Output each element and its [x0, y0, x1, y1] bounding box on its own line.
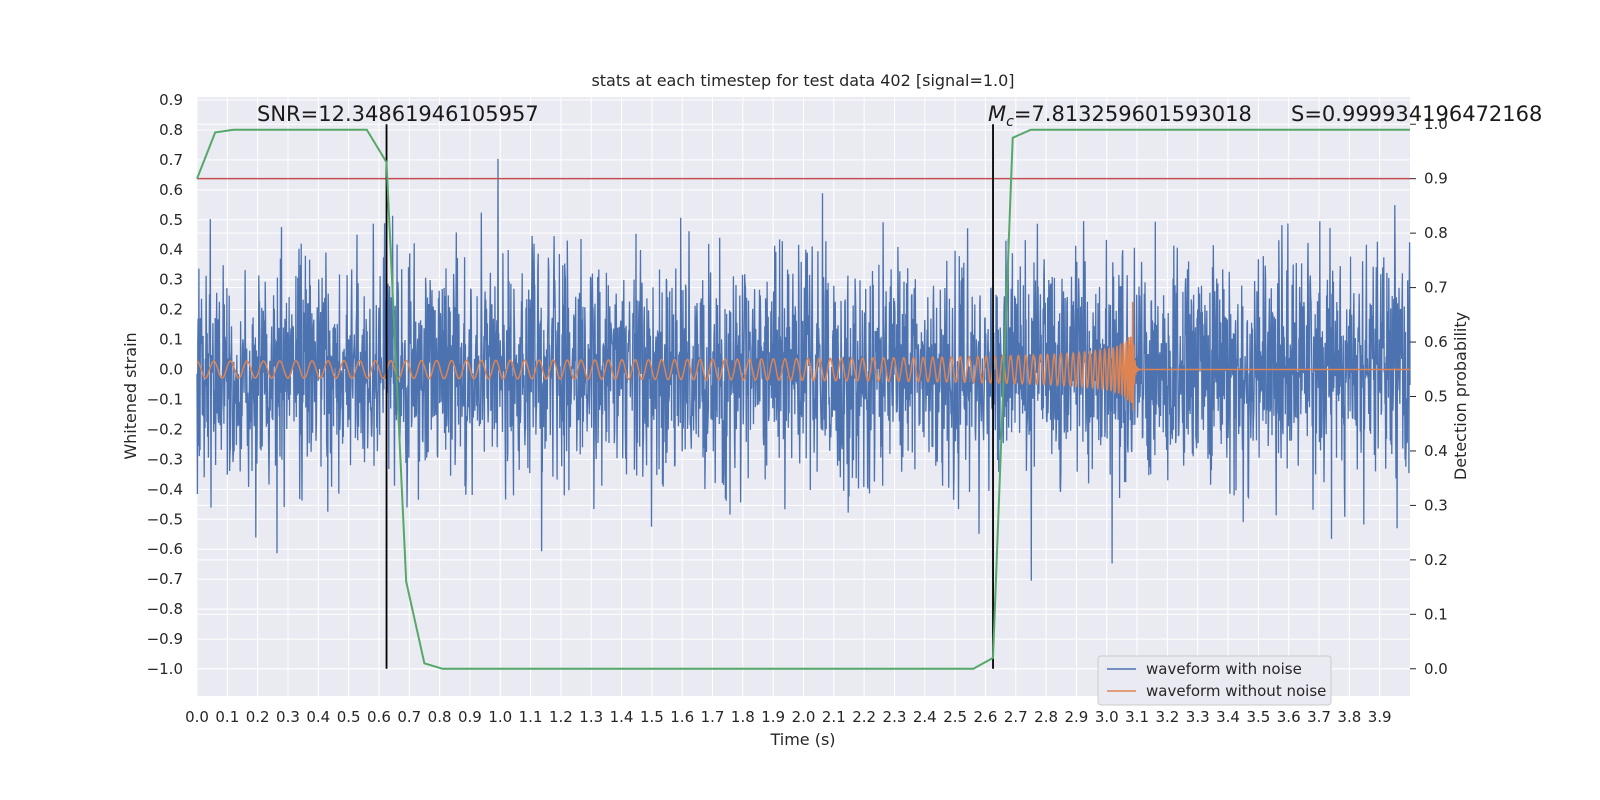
x-tick-label: 1.7 — [701, 708, 725, 726]
x-tick-label: 3.2 — [1155, 708, 1179, 726]
legend: waveform with noise waveform without noi… — [1097, 655, 1332, 706]
legend-box — [1097, 655, 1332, 706]
y-axis-right-label: Detection probability — [1451, 312, 1470, 480]
y-left-tick-label: −0.5 — [147, 510, 183, 528]
x-tick-label: 0.8 — [428, 708, 452, 726]
y-right-tick-label: 0.4 — [1424, 442, 1448, 460]
y-right-tick-label: 1.0 — [1424, 115, 1448, 133]
series-waveform-without-noise — [196, 301, 1410, 411]
chirp-mass-subscript: c — [1006, 114, 1014, 130]
x-tick-label: 3.1 — [1125, 708, 1149, 726]
y-left-tick-label: −0.7 — [147, 570, 183, 588]
y-left-tick-label: 0.4 — [159, 241, 183, 259]
x-tick-label: 0.2 — [246, 708, 270, 726]
x-tick-label: 1.6 — [670, 708, 694, 726]
y-left-tick-label: −0.8 — [147, 600, 183, 618]
x-tick-label: 3.9 — [1368, 708, 1392, 726]
x-tick-label: 1.9 — [761, 708, 785, 726]
y-axis-left-label: Whitened strain — [121, 332, 140, 459]
y-right-tick-label: 0.7 — [1424, 279, 1448, 297]
y-left-tick-label: −0.6 — [147, 540, 183, 558]
noise-waveform-line — [196, 158, 1411, 581]
y-right-tick-label: 0.9 — [1424, 170, 1448, 188]
x-tick-label: 2.2 — [852, 708, 876, 726]
y-right-tick-label: 0.1 — [1424, 605, 1448, 623]
x-tick-label: 3.6 — [1277, 708, 1301, 726]
y-left-tick-label: −1.0 — [147, 660, 183, 678]
x-tick-label: 0.4 — [306, 708, 330, 726]
y-axis-right-ticks: 1.0 0.9 0.8 0.7 0.6 0.5 0.4 0.3 0.2 0.1 0.0 — [1410, 115, 1448, 678]
x-tick-label: 0.3 — [276, 708, 300, 726]
x-axis-ticks: 0.0 0.1 0.2 0.3 0.4 0.5 0.6 0.7 0.8 0.9 1.0 1.1 1.2 1… — [185, 708, 1392, 726]
x-tick-label: 2.4 — [913, 708, 937, 726]
legend-label-noise: waveform with noise — [1146, 660, 1302, 678]
x-tick-label: 2.7 — [1004, 708, 1028, 726]
y-right-tick-label: 0.3 — [1424, 496, 1448, 514]
y-right-tick-label: 0.5 — [1424, 388, 1448, 406]
y-left-tick-label: 0.2 — [159, 301, 183, 319]
y-axis-left-ticks: 0.9 0.8 0.7 0.6 0.5 0.4 0.3 0.2 0.1 0.0 −0.1 −0.2 −0… — [147, 91, 183, 678]
x-tick-label: 2.3 — [883, 708, 907, 726]
y-left-tick-label: −0.1 — [147, 390, 183, 408]
y-left-tick-label: −0.4 — [147, 480, 183, 498]
y-right-tick-label: 0.0 — [1424, 660, 1448, 678]
y-right-tick-label: 0.2 — [1424, 551, 1448, 569]
snr-annotation: SNR=12.34861946105957 — [257, 102, 539, 126]
x-tick-label: 2.0 — [792, 708, 816, 726]
x-tick-label: 3.8 — [1337, 708, 1361, 726]
chirp-mass-value: =7.813259601593018 — [1014, 102, 1252, 126]
x-tick-label: 1.0 — [488, 708, 512, 726]
y-left-tick-label: 0.6 — [159, 181, 183, 199]
y-left-tick-label: −0.2 — [147, 420, 183, 438]
y-left-tick-label: 0.9 — [159, 91, 183, 109]
x-tick-label: 1.5 — [640, 708, 664, 726]
y-left-tick-label: 0.3 — [159, 271, 183, 289]
x-tick-label: 0.6 — [367, 708, 391, 726]
legend-label-clean: waveform without noise — [1146, 682, 1326, 700]
y-left-tick-label: 0.8 — [159, 121, 183, 139]
x-tick-label: 1.8 — [731, 708, 755, 726]
y-left-tick-label: 0.1 — [159, 331, 183, 349]
x-tick-label: 3.7 — [1307, 708, 1331, 726]
x-tick-label: 2.9 — [1064, 708, 1088, 726]
x-tick-label: 0.0 — [185, 708, 209, 726]
x-tick-label: 1.2 — [549, 708, 573, 726]
x-tick-label: 1.4 — [610, 708, 634, 726]
y-left-tick-label: −0.9 — [147, 630, 183, 648]
x-tick-label: 2.8 — [1034, 708, 1058, 726]
detection-vlines — [385, 124, 994, 669]
x-tick-label: 0.1 — [215, 708, 239, 726]
chirp-mass-symbol: M — [988, 102, 1006, 126]
series-detection-probability — [196, 128, 1410, 670]
score-annotation: S=0.999934196472168 — [1291, 102, 1542, 126]
x-tick-label: 3.5 — [1246, 708, 1270, 726]
clean-waveform-line — [196, 301, 1410, 411]
x-tick-label: 3.0 — [1095, 708, 1119, 726]
x-tick-label: 2.5 — [943, 708, 967, 726]
detection-probability-line — [196, 128, 1410, 670]
x-tick-label: 1.3 — [579, 708, 603, 726]
x-tick-label: 2.1 — [822, 708, 846, 726]
chart-title: stats at each timestep for test data 402… — [591, 71, 1014, 90]
x-tick-label: 0.7 — [397, 708, 421, 726]
x-tick-label: 3.3 — [1186, 708, 1210, 726]
y-left-tick-label: 0.7 — [159, 151, 183, 169]
x-tick-label: 2.6 — [974, 708, 998, 726]
series-waveform-with-noise — [196, 158, 1411, 581]
x-tick-label: 3.4 — [1216, 708, 1240, 726]
y-right-tick-label: 0.8 — [1424, 224, 1448, 242]
y-left-tick-label: −0.3 — [147, 450, 183, 468]
x-tick-label: 1.1 — [519, 708, 543, 726]
y-left-tick-label: 0.5 — [159, 211, 183, 229]
chirp-mass-annotation: Mc=7.813259601593018 — [988, 102, 1252, 130]
x-tick-label: 0.5 — [337, 708, 361, 726]
y-left-tick-label: 0.0 — [159, 361, 183, 379]
y-right-tick-label: 0.6 — [1424, 333, 1448, 351]
x-axis-label: Time (s) — [769, 730, 835, 749]
x-tick-label: 0.9 — [458, 708, 482, 726]
